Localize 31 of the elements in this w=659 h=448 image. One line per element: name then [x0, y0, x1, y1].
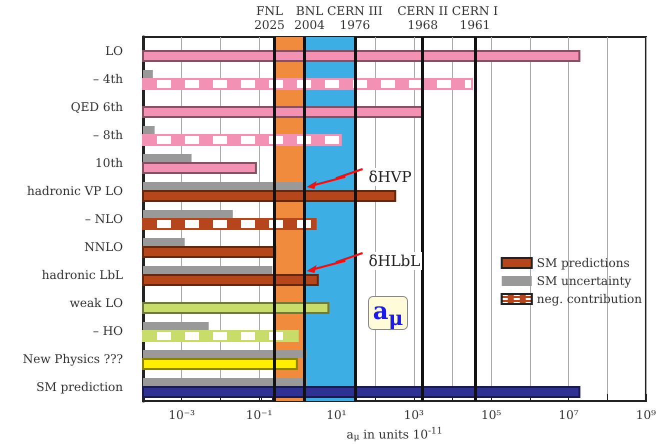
x-tick-label: 10⁹ — [636, 408, 656, 422]
annotation: δHVP — [366, 168, 414, 186]
x-tick-label: 10⁻³ — [168, 408, 196, 422]
ref-line-label: BNL 2004 — [294, 4, 326, 32]
legend-label: SM predictions — [536, 256, 630, 270]
ref-line-label: CERN I 1961 — [452, 4, 498, 32]
y-tick-label: LO — [105, 44, 124, 58]
y-tick-label: weak LO — [70, 296, 124, 310]
y-tick-label: QED 6th — [70, 100, 124, 114]
y-tick-label: hadronic LbL — [42, 268, 124, 282]
symbol-box: a$_{μ}$ — [368, 296, 408, 330]
x-tick-label: 10¹ — [326, 408, 346, 422]
ref-line-label: FNL 2025 — [254, 4, 285, 32]
y-tick-label: 10th — [95, 156, 124, 170]
ref-line-label: CERN III 1976 — [327, 4, 383, 32]
x-tick-label: 10³ — [404, 408, 424, 422]
legend-label: SM uncertainty — [536, 274, 632, 288]
y-tick-label: – 8th — [93, 128, 124, 142]
x-tick-label: 10⁻¹ — [246, 408, 272, 422]
x-tick-label: 10⁷ — [558, 408, 579, 422]
x-tick-label: 10⁵ — [481, 408, 502, 422]
legend-label: neg. contribution — [536, 292, 642, 306]
y-tick-label: NNLO — [84, 240, 124, 254]
y-tick-label: – NLO — [84, 212, 124, 226]
y-tick-label: SM prediction — [36, 380, 124, 394]
ref-line-label: CERN II 1968 — [397, 4, 448, 32]
y-tick-label: New Physics ??? — [22, 352, 123, 366]
y-tick-label: – 4th — [93, 72, 124, 86]
annotation: δHLbL — [366, 252, 422, 270]
y-tick-label: hadronic VP LO — [27, 184, 124, 198]
y-tick-label: – HO — [92, 324, 124, 338]
